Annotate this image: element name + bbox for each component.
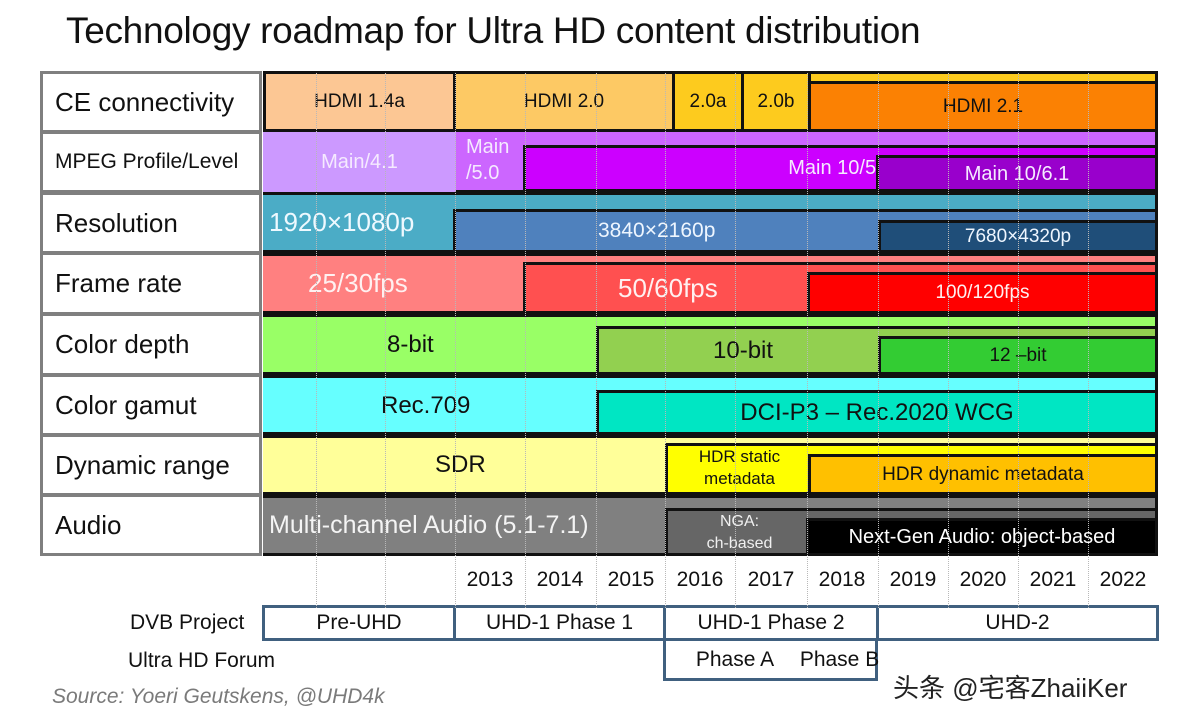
row-label-resolution: Resolution bbox=[40, 192, 262, 254]
bar-label: Main 10/5.1 bbox=[788, 157, 893, 179]
bar-label: 7680×4320p bbox=[964, 225, 1072, 247]
bar-next-gen-audio-object-based: Next-Gen Audio: object-based bbox=[806, 518, 1158, 556]
bar-label: DCI-P3 – Rec.2020 WCG bbox=[740, 398, 1014, 426]
bar-label: HDMI 2.1 bbox=[942, 95, 1024, 117]
bar-main-4-1: Main/4.1 bbox=[263, 132, 456, 192]
dvb-phase-pre-uhd: Pre-UHD bbox=[262, 605, 456, 641]
year-label-2018: 2018 bbox=[818, 568, 866, 591]
bar-label: 1920×1080p bbox=[269, 207, 415, 237]
dvb-project-label: DVB Project bbox=[130, 611, 245, 634]
row-label-mpeg-profile: MPEG Profile/Level bbox=[40, 131, 262, 193]
bar-label: 50/60fps bbox=[618, 272, 718, 303]
row-label-audio: Audio bbox=[40, 494, 262, 556]
year-label-2013: 2013 bbox=[466, 568, 514, 591]
bar-label: HDMI 2.0 bbox=[523, 90, 605, 112]
bar-label: 100/120fps bbox=[935, 282, 1030, 303]
bar-label: 8-bit bbox=[387, 330, 434, 358]
dvb-phase-uhd1-phase1: UHD-1 Phase 1 bbox=[453, 605, 666, 641]
bar-dci-p3-rec2020-wcg: DCI-P3 – Rec.2020 WCG bbox=[596, 390, 1158, 435]
bar-hdmi-2-1: HDMI 2.1 bbox=[808, 81, 1158, 132]
bar-label: 2.0b bbox=[757, 90, 795, 112]
bar-label: HDMI 1.4a bbox=[314, 90, 405, 112]
row-label-dynamic-range: Dynamic range bbox=[40, 434, 262, 496]
bar-hdmi-1-4a: HDMI 1.4a bbox=[263, 71, 456, 132]
year-label-2021: 2021 bbox=[1029, 568, 1077, 591]
bar-main-5-0-label: Main/5.0 bbox=[466, 136, 510, 184]
bar-7680x4320p: 7680×4320p bbox=[878, 220, 1158, 253]
year-label-2015: 2015 bbox=[607, 568, 655, 591]
source-credit: Source: Yoeri Geutskens, @UHD4k bbox=[52, 685, 385, 708]
bar-label: 10-bit bbox=[713, 336, 774, 364]
row-label-frame-rate: Frame rate bbox=[40, 252, 262, 315]
page-title: Technology roadmap for Ultra HD content … bbox=[66, 10, 921, 51]
bar-label: Multi-channel Audio (5.1-7.1) bbox=[269, 511, 589, 539]
bar-12-bit: 12 –bit bbox=[878, 336, 1158, 375]
watermark: 头条 @宅客ZhaiiKer bbox=[893, 673, 1128, 703]
row-label-color-gamut: Color gamut bbox=[40, 374, 262, 436]
bar-label: 25/30fps bbox=[308, 268, 408, 298]
bar-label: 3840×2160p bbox=[598, 219, 716, 242]
bar-hdmi-2-0a: 2.0a bbox=[672, 71, 744, 132]
ultra-hd-forum-label: Ultra HD Forum bbox=[128, 649, 276, 672]
bar-label: HDR static metadata bbox=[698, 447, 781, 488]
row-label-color-depth: Color depth bbox=[40, 313, 262, 376]
bar-hdmi-2-0b: 2.0b bbox=[741, 71, 811, 132]
bar-label: Main 10/6.1 bbox=[964, 163, 1070, 185]
year-label-2020: 2020 bbox=[959, 568, 1007, 591]
bar-hdmi-2-0: HDMI 2.0 bbox=[453, 71, 675, 132]
bar-100-120fps: 100/120fps bbox=[807, 272, 1158, 314]
row-label-ce-connectivity: CE connectivity bbox=[40, 71, 262, 133]
dvb-phase-uhd2: UHD-2 bbox=[876, 605, 1159, 641]
uhdf-phase-a: Phase A bbox=[663, 641, 807, 681]
bar-label: Rec.709 bbox=[381, 392, 471, 419]
year-label-2014: 2014 bbox=[536, 568, 584, 591]
uhdf-phase-b: Phase B bbox=[800, 641, 879, 681]
bar-label: HDR dynamic metadata bbox=[882, 463, 1084, 485]
bar-label: Main/4.1 bbox=[321, 150, 398, 173]
year-label-2016: 2016 bbox=[676, 568, 724, 591]
year-label-2019: 2019 bbox=[889, 568, 937, 591]
year-label-2022: 2022 bbox=[1099, 568, 1147, 591]
bar-hdr-dynamic-metadata: HDR dynamic metadata bbox=[808, 454, 1158, 495]
bar-label: 12 –bit bbox=[989, 344, 1047, 366]
dvb-phase-uhd1-phase2: UHD-1 Phase 2 bbox=[663, 605, 879, 641]
bar-label: Next-Gen Audio: object-based bbox=[848, 525, 1116, 548]
bar-label: NGA: ch-based bbox=[706, 512, 773, 552]
bar-label: SDR bbox=[435, 451, 486, 478]
bar-label: 2.0a bbox=[689, 90, 727, 112]
year-label-2017: 2017 bbox=[747, 568, 795, 591]
bar-main-10-6-1: Main 10/6.1 bbox=[876, 155, 1158, 192]
